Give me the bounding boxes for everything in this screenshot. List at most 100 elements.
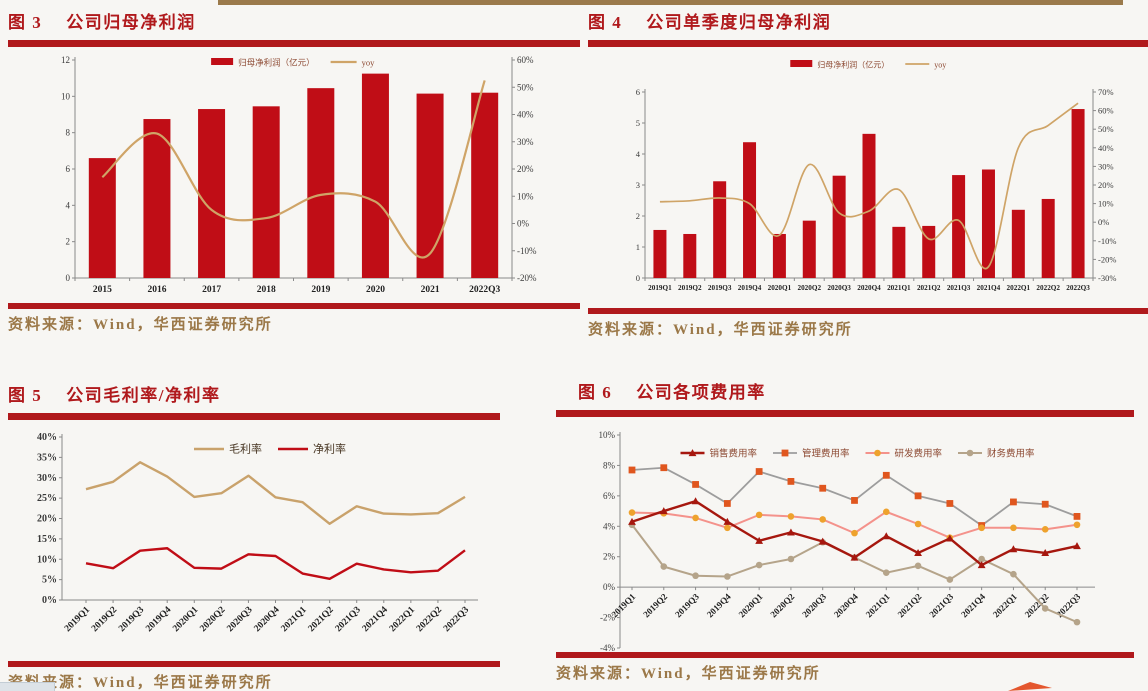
svg-text:30%: 30% <box>517 137 534 147</box>
svg-text:2021Q3: 2021Q3 <box>927 591 955 619</box>
svg-text:2018: 2018 <box>257 285 276 295</box>
svg-text:6: 6 <box>636 87 640 97</box>
svg-text:2020Q2: 2020Q2 <box>797 284 821 292</box>
svg-text:60%: 60% <box>1098 106 1114 116</box>
svg-text:2021Q1: 2021Q1 <box>887 284 911 292</box>
figure-label: 图 3 <box>8 13 43 32</box>
svg-text:2020Q3: 2020Q3 <box>800 591 828 619</box>
svg-text:2020Q1: 2020Q1 <box>768 284 792 292</box>
svg-text:2019Q2: 2019Q2 <box>90 605 119 634</box>
svg-text:2020Q3: 2020Q3 <box>827 284 851 292</box>
svg-text:4: 4 <box>636 149 641 159</box>
svg-text:10%: 10% <box>37 554 57 565</box>
svg-text:-10%: -10% <box>1098 236 1116 246</box>
svg-text:0: 0 <box>66 273 71 283</box>
svg-text:2020Q4: 2020Q4 <box>832 591 860 619</box>
figure-4-chart: 0 1 2 3 4 5 6 -30% -20% -10% 0% 10% 20% 30% 40% 50% 60% 7… <box>636 60 1117 293</box>
svg-text:2022Q3: 2022Q3 <box>469 285 500 295</box>
svg-text:12: 12 <box>61 55 70 65</box>
divider-rule <box>8 303 580 309</box>
svg-text:5: 5 <box>636 118 640 128</box>
figure-title: 公司各项费用率 <box>636 383 766 402</box>
svg-text:2020: 2020 <box>366 285 385 295</box>
svg-text:60%: 60% <box>517 55 534 65</box>
svg-text:2021Q4: 2021Q4 <box>361 605 390 634</box>
svg-text:2020Q1: 2020Q1 <box>171 605 200 634</box>
svg-text:-2%: -2% <box>600 613 615 623</box>
svg-text:yoy: yoy <box>362 58 376 68</box>
svg-text:1: 1 <box>636 242 640 252</box>
figure-6-heading: 图 6 公司各项费用率 <box>556 380 1134 410</box>
svg-text:20%: 20% <box>1098 180 1114 190</box>
svg-text:-10%: -10% <box>517 246 537 256</box>
divider-rule <box>8 413 500 420</box>
figure-6-chart: -4% -2% 0% 2% 4% 6% 8% 10% 2019Q1 2019Q2 2019Q3 201… <box>599 430 1095 652</box>
svg-text:归母净利润（亿元）: 归母净利润（亿元） <box>817 60 889 70</box>
figure-5-chart: 0%5%10%15%20%25%30%35%40%2019Q12019Q2201… <box>37 432 478 634</box>
svg-text:6%: 6% <box>603 491 616 501</box>
svg-text:-20%: -20% <box>517 273 537 283</box>
svg-text:6: 6 <box>66 164 71 174</box>
divider-rule <box>588 40 1148 47</box>
svg-text:2020Q2: 2020Q2 <box>768 591 796 619</box>
svg-text:2021Q3: 2021Q3 <box>947 284 971 292</box>
figure-6-panel: 图 6 公司各项费用率 -4% -2% 0% 2% 4% 6% 8% 10% 2019Q1 2019… <box>556 380 1134 683</box>
svg-text:8: 8 <box>66 128 71 138</box>
svg-text:2021Q2: 2021Q2 <box>896 591 924 619</box>
figure-4-heading: 图 4 公司单季度归母净利润 <box>588 10 1148 40</box>
svg-text:2021Q4: 2021Q4 <box>959 591 987 619</box>
window-fragment <box>0 682 55 691</box>
svg-text:2021Q1: 2021Q1 <box>280 605 309 634</box>
svg-text:8%: 8% <box>603 460 616 470</box>
svg-text:2020Q4: 2020Q4 <box>857 284 881 292</box>
svg-text:0%: 0% <box>517 219 530 229</box>
figure-3-panel: 图 3 公司归母净利润 0 2 4 6 8 10 12 -20% -10% 0% 10% 20% 30% 4… <box>8 10 580 334</box>
figure-title: 公司归母净利润 <box>66 13 196 32</box>
svg-text:20%: 20% <box>517 164 534 174</box>
source-note: 资料来源：Wind，华西证券研究所 <box>588 322 853 338</box>
svg-text:2020Q1: 2020Q1 <box>737 591 765 619</box>
svg-text:3: 3 <box>636 180 640 190</box>
figure-4-panel: 图 4 公司单季度归母净利润 0 1 2 3 4 5 6 -30% -20% -10% 0% 10% 20… <box>588 10 1148 339</box>
svg-text:yoy: yoy <box>934 61 946 70</box>
divider-rule <box>588 308 1148 314</box>
divider-rule <box>556 652 1134 658</box>
svg-text:70%: 70% <box>1098 87 1114 97</box>
svg-text:2021Q3: 2021Q3 <box>334 605 363 634</box>
svg-text:40%: 40% <box>1098 143 1114 153</box>
svg-text:30%: 30% <box>37 473 57 484</box>
svg-text:2019Q3: 2019Q3 <box>117 605 146 634</box>
svg-text:2019: 2019 <box>311 285 330 295</box>
svg-text:2020Q4: 2020Q4 <box>253 605 282 634</box>
svg-text:4: 4 <box>66 200 71 210</box>
logo-fragment <box>1008 682 1052 691</box>
svg-text:2019Q2: 2019Q2 <box>641 591 669 619</box>
svg-text:10%: 10% <box>517 191 534 201</box>
svg-text:2020Q3: 2020Q3 <box>225 605 254 634</box>
svg-text:2017: 2017 <box>202 285 221 295</box>
svg-text:-30%: -30% <box>1098 273 1116 283</box>
figure-title: 公司单季度归母净利润 <box>646 13 832 32</box>
svg-text:2021: 2021 <box>421 285 440 295</box>
svg-text:2019Q3: 2019Q3 <box>708 284 732 292</box>
svg-text:管理费用率: 管理费用率 <box>802 448 850 460</box>
svg-text:-4%: -4% <box>600 643 615 652</box>
figure-label: 图 6 <box>578 383 613 402</box>
svg-text:财务费用率: 财务费用率 <box>987 448 1035 460</box>
svg-text:5%: 5% <box>42 575 57 586</box>
svg-text:2%: 2% <box>603 552 616 562</box>
svg-text:毛利率: 毛利率 <box>229 442 262 456</box>
svg-text:0: 0 <box>636 273 640 283</box>
svg-text:20%: 20% <box>37 514 57 525</box>
figure-3-chart: 0 2 4 6 8 10 12 -20% -10% 0% 10% 20% 30% 40% 50% 60% 201… <box>61 55 537 295</box>
svg-text:2019Q4: 2019Q4 <box>144 605 173 634</box>
svg-text:2022Q1: 2022Q1 <box>991 591 1019 619</box>
svg-text:2019Q2: 2019Q2 <box>678 284 702 292</box>
svg-text:4%: 4% <box>603 521 616 531</box>
svg-text:15%: 15% <box>37 534 57 545</box>
svg-text:2022Q2: 2022Q2 <box>415 605 444 634</box>
svg-text:35%: 35% <box>37 452 57 463</box>
svg-text:50%: 50% <box>1098 124 1114 134</box>
figure-5-panel: 图 5 公司毛利率/净利率 0% 5% 10% 15% 20% 25% 30% 35% 40% 20… <box>8 383 580 691</box>
